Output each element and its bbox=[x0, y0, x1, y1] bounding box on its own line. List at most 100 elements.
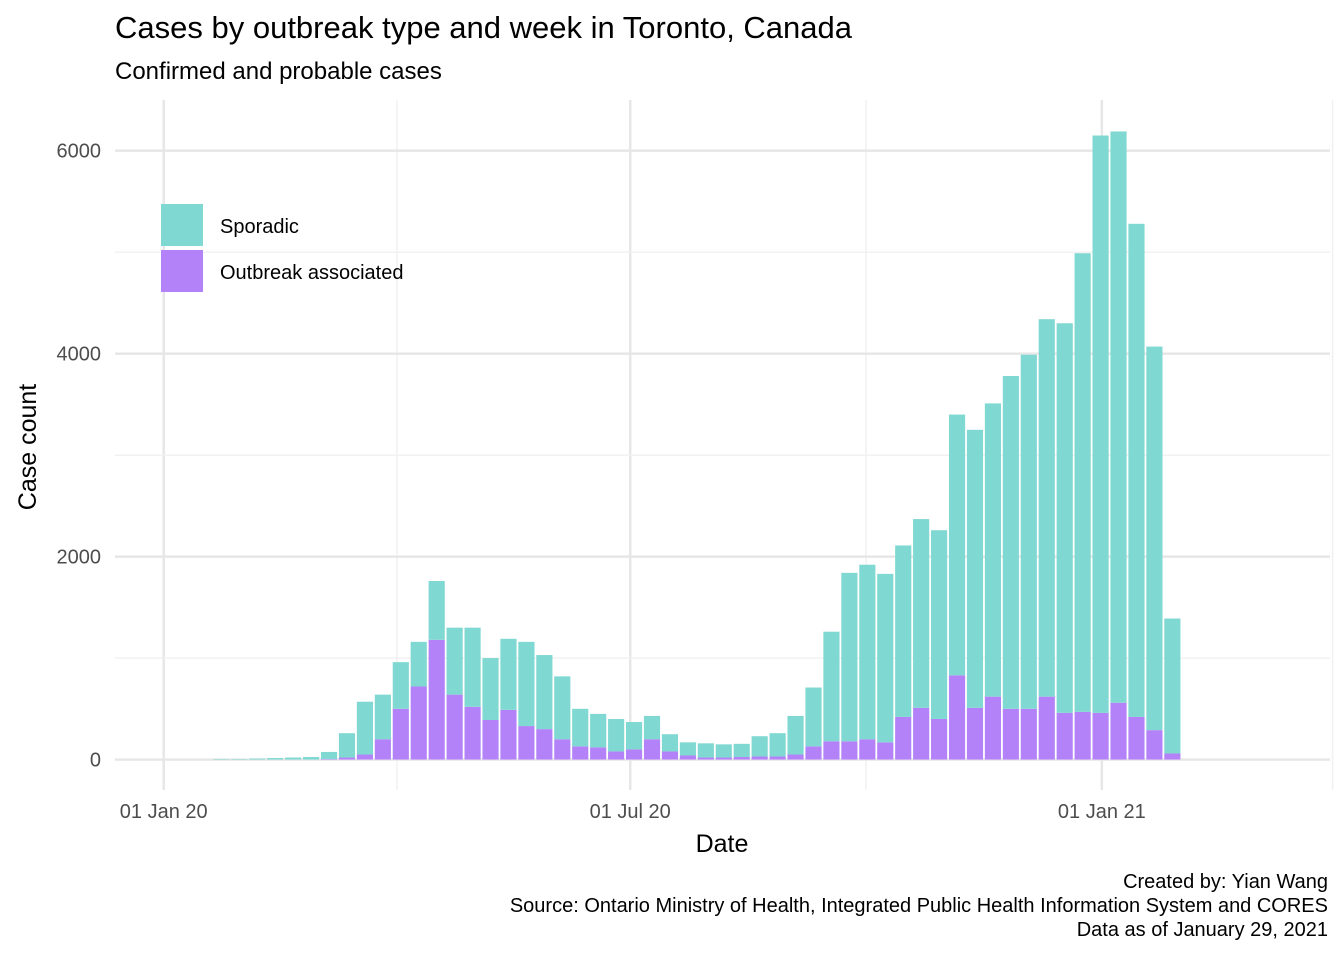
y-tick-labels: 0 2000 4000 6000 bbox=[57, 141, 102, 772]
bar-outbreak-associated bbox=[966, 707, 984, 760]
bar-outbreak-associated bbox=[948, 675, 966, 760]
bar-outbreak-associated bbox=[625, 749, 643, 760]
bar-outbreak-associated bbox=[1128, 716, 1145, 760]
bar-sporadic bbox=[303, 757, 320, 760]
x-tick-label: 01 Jan 20 bbox=[120, 801, 208, 823]
bar-sporadic bbox=[464, 627, 481, 707]
x-tick-labels: 01 Jan 20 01 Jul 20 01 Jan 21 bbox=[120, 801, 1146, 823]
bar-sporadic bbox=[267, 758, 284, 760]
bar-sporadic bbox=[841, 572, 858, 742]
bar-sporadic bbox=[356, 701, 373, 755]
bar-outbreak-associated bbox=[1038, 696, 1055, 760]
bar-sporadic bbox=[859, 564, 876, 740]
legend: Sporadic Outbreak associated bbox=[161, 204, 403, 292]
chart-subtitle: Confirmed and probable cases bbox=[115, 58, 442, 85]
bar-outbreak-associated bbox=[1002, 708, 1019, 760]
bar-sporadic bbox=[643, 715, 661, 740]
caption-date: Data as of January 29, 2021 bbox=[1076, 919, 1328, 941]
bar-sporadic bbox=[966, 429, 984, 708]
legend-swatch-sporadic bbox=[161, 204, 203, 246]
caption-author: Created by: Yian Wang bbox=[1123, 871, 1328, 893]
bar-sporadic bbox=[877, 573, 894, 743]
bar-outbreak-associated bbox=[374, 739, 391, 760]
bar-outbreak-associated bbox=[1056, 712, 1073, 760]
bar-outbreak-associated bbox=[392, 708, 409, 760]
bar-outbreak-associated bbox=[984, 696, 1002, 760]
bar-outbreak-associated bbox=[1092, 712, 1109, 760]
bar-sporadic bbox=[661, 734, 679, 752]
bar-sporadic bbox=[482, 658, 499, 720]
bar-outbreak-associated bbox=[1164, 753, 1181, 760]
bar-outbreak-associated bbox=[500, 709, 517, 760]
bar-sporadic bbox=[697, 743, 714, 758]
bar-outbreak-associated bbox=[554, 739, 571, 760]
bar-sporadic bbox=[285, 757, 302, 760]
bar-sporadic bbox=[679, 742, 696, 756]
bar-sporadic bbox=[213, 759, 230, 760]
bar-outbreak-associated bbox=[643, 739, 661, 760]
bar-sporadic bbox=[590, 713, 607, 748]
bar-sporadic bbox=[1092, 135, 1109, 713]
bar-sporadic bbox=[536, 655, 553, 730]
bar-outbreak-associated bbox=[428, 639, 445, 760]
y-tick-label: 2000 bbox=[57, 547, 102, 569]
bar-outbreak-associated bbox=[590, 747, 607, 760]
bar-outbreak-associated bbox=[913, 707, 930, 760]
bar-outbreak-associated bbox=[733, 757, 750, 760]
bar-sporadic bbox=[320, 751, 338, 760]
chart-title: Cases by outbreak type and week in Toron… bbox=[115, 10, 853, 45]
bar-sporadic bbox=[1002, 376, 1019, 709]
bar-sporadic bbox=[931, 530, 948, 719]
bar-sporadic bbox=[733, 743, 750, 758]
bar-sporadic bbox=[428, 580, 445, 640]
legend-label-sporadic: Sporadic bbox=[220, 216, 299, 238]
bar-sporadic bbox=[1056, 323, 1073, 713]
y-tick-label: 0 bbox=[90, 750, 101, 772]
bar-outbreak-associated bbox=[877, 742, 894, 760]
bar-outbreak-associated bbox=[823, 741, 840, 760]
bar-sporadic bbox=[1110, 131, 1127, 703]
bar-sporadic bbox=[231, 759, 248, 760]
caption-source: Source: Ontario Ministry of Health, Inte… bbox=[509, 895, 1328, 917]
bar-sporadic bbox=[625, 722, 643, 750]
bar-sporadic bbox=[1020, 354, 1037, 709]
bar-outbreak-associated bbox=[1146, 730, 1163, 760]
bar-outbreak-associated bbox=[751, 756, 768, 760]
bar-outbreak-associated bbox=[1020, 708, 1037, 760]
bar-sporadic bbox=[1038, 319, 1055, 697]
x-tick-label: 01 Jul 20 bbox=[590, 801, 671, 823]
bar-sporadic bbox=[913, 519, 930, 708]
bars-group bbox=[213, 131, 1181, 760]
x-tick-label: 01 Jan 21 bbox=[1058, 801, 1146, 823]
bar-sporadic bbox=[769, 733, 786, 757]
bar-sporadic bbox=[1128, 223, 1145, 717]
bar-outbreak-associated bbox=[805, 746, 822, 760]
bar-outbreak-associated bbox=[715, 757, 732, 760]
bar-sporadic bbox=[895, 545, 912, 717]
x-axis-label: Date bbox=[696, 830, 749, 858]
chart-caption: Created by: Yian Wang Source: Ontario Mi… bbox=[510, 870, 1328, 942]
bar-outbreak-associated bbox=[572, 746, 589, 760]
bar-sporadic bbox=[805, 687, 822, 747]
bar-sporadic bbox=[1146, 346, 1163, 731]
bar-sporadic bbox=[948, 414, 966, 676]
bar-sporadic bbox=[500, 638, 517, 710]
bar-sporadic bbox=[374, 694, 391, 740]
bar-sporadic bbox=[715, 744, 732, 758]
bar-sporadic bbox=[1164, 618, 1181, 754]
bar-outbreak-associated bbox=[895, 716, 912, 760]
y-tick-label: 6000 bbox=[57, 141, 102, 163]
bar-sporadic bbox=[984, 403, 1002, 697]
bar-outbreak-associated bbox=[320, 759, 338, 760]
bar-outbreak-associated bbox=[841, 741, 858, 760]
bar-sporadic bbox=[608, 718, 625, 752]
bar-outbreak-associated bbox=[410, 686, 427, 760]
bar-sporadic bbox=[823, 631, 840, 742]
bar-outbreak-associated bbox=[787, 754, 804, 760]
bar-sporadic bbox=[410, 641, 427, 687]
bar-outbreak-associated bbox=[931, 718, 948, 760]
bar-outbreak-associated bbox=[464, 706, 481, 760]
bar-outbreak-associated bbox=[859, 739, 876, 760]
bar-outbreak-associated bbox=[1110, 702, 1127, 760]
